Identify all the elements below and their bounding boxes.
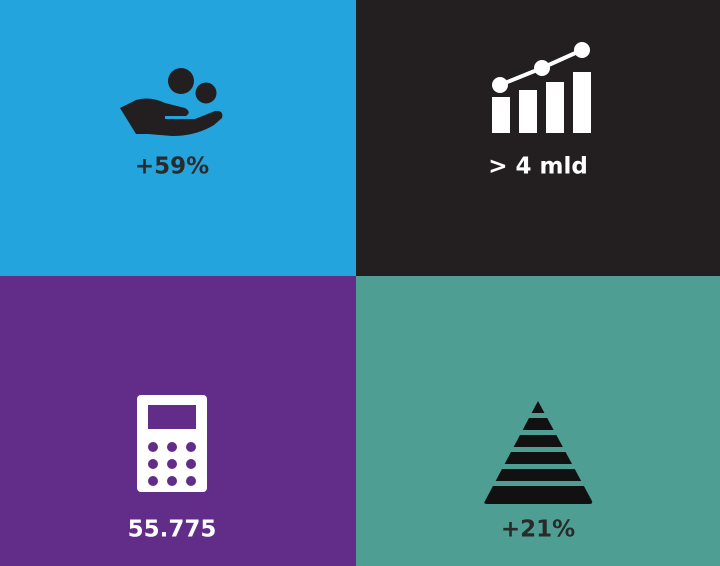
tile-label: > 4 mld [488, 154, 588, 180]
pyramid-icon [480, 401, 600, 504]
tile-label: +21% [501, 517, 575, 543]
calculator-icon [137, 395, 207, 492]
tile-label: 55.775 [128, 517, 217, 543]
tile-background [0, 0, 356, 276]
tile-label: +59% [135, 154, 209, 180]
tile-background [356, 0, 720, 276]
growth-chart-icon [492, 42, 591, 133]
hand-coins-icon [120, 68, 223, 136]
